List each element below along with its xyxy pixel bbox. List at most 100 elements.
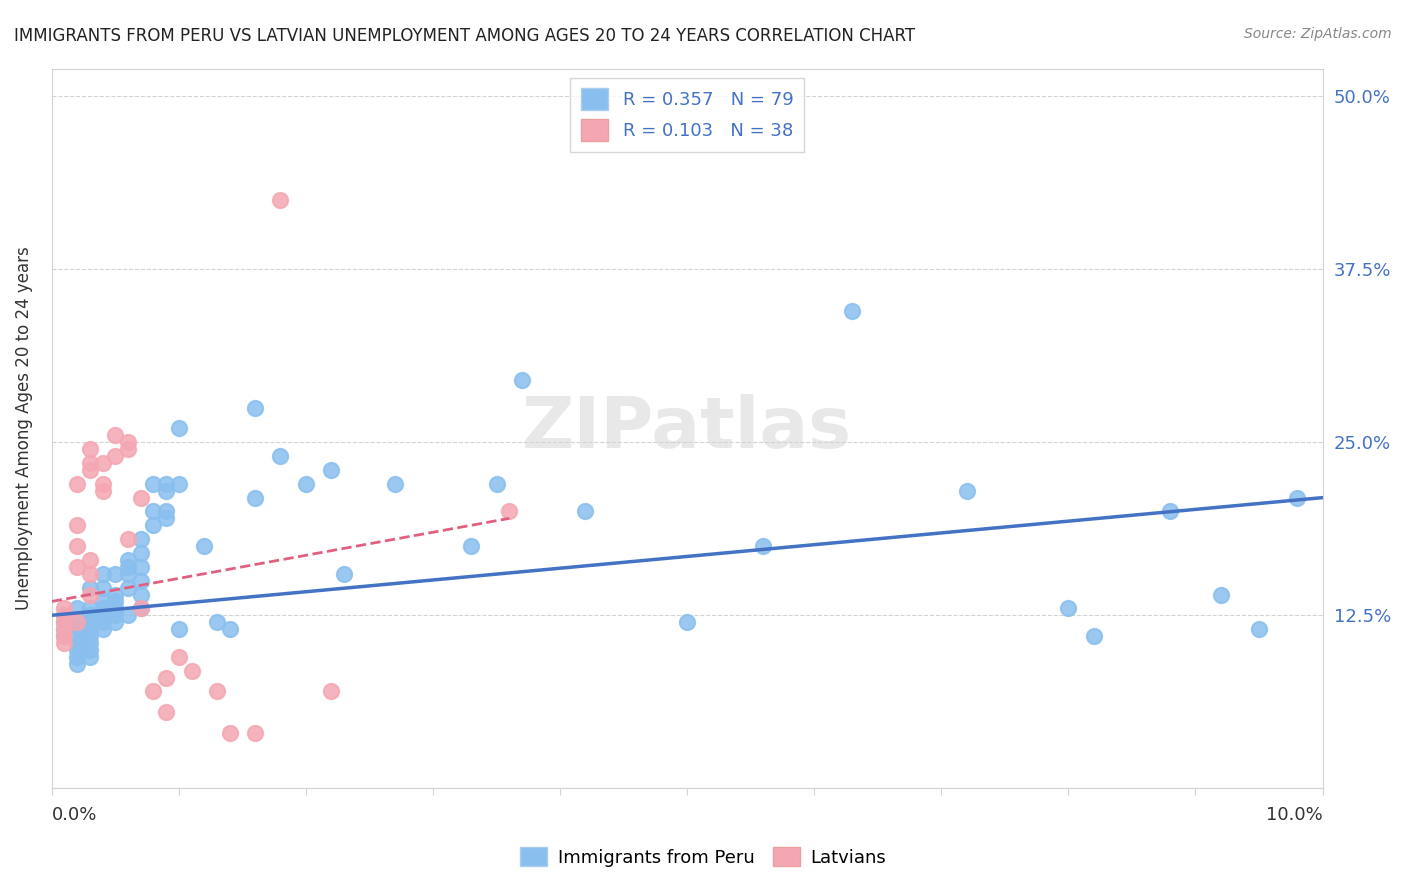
Point xyxy=(243,401,266,415)
Point xyxy=(676,615,699,630)
Point xyxy=(1159,504,1181,518)
Point xyxy=(79,601,101,615)
Point xyxy=(53,622,76,636)
Point xyxy=(53,636,76,650)
Point xyxy=(53,629,76,643)
Point xyxy=(243,491,266,505)
Point xyxy=(167,622,190,636)
Legend: Immigrants from Peru, Latvians: Immigrants from Peru, Latvians xyxy=(513,840,893,874)
Point xyxy=(66,559,89,574)
Point xyxy=(117,553,139,567)
Point xyxy=(510,373,533,387)
Point xyxy=(79,643,101,657)
Point xyxy=(205,684,228,698)
Point xyxy=(91,456,114,470)
Point xyxy=(129,491,152,505)
Point xyxy=(1083,629,1105,643)
Point xyxy=(53,608,76,623)
Point xyxy=(1209,588,1232,602)
Point xyxy=(321,684,343,698)
Point xyxy=(129,532,152,546)
Point xyxy=(129,601,152,615)
Point xyxy=(1247,622,1270,636)
Point xyxy=(66,636,89,650)
Point xyxy=(91,566,114,581)
Point xyxy=(66,518,89,533)
Point xyxy=(91,581,114,595)
Text: Source: ZipAtlas.com: Source: ZipAtlas.com xyxy=(1244,27,1392,41)
Point xyxy=(66,629,89,643)
Point xyxy=(180,664,202,678)
Point xyxy=(167,649,190,664)
Point xyxy=(155,705,177,719)
Point xyxy=(53,629,76,643)
Point xyxy=(104,608,127,623)
Point xyxy=(66,615,89,630)
Point xyxy=(129,588,152,602)
Point xyxy=(79,442,101,457)
Point xyxy=(79,649,101,664)
Point xyxy=(79,463,101,477)
Point xyxy=(79,553,101,567)
Point xyxy=(79,622,101,636)
Point xyxy=(117,581,139,595)
Legend: R = 0.357   N = 79, R = 0.103   N = 38: R = 0.357 N = 79, R = 0.103 N = 38 xyxy=(571,78,804,153)
Point xyxy=(167,476,190,491)
Point xyxy=(66,615,89,630)
Point xyxy=(155,511,177,525)
Point xyxy=(91,608,114,623)
Point xyxy=(53,601,76,615)
Point xyxy=(91,483,114,498)
Point xyxy=(841,303,863,318)
Point xyxy=(243,726,266,740)
Point xyxy=(129,574,152,588)
Point xyxy=(66,539,89,553)
Point xyxy=(117,435,139,450)
Point xyxy=(104,449,127,463)
Point xyxy=(333,566,356,581)
Point xyxy=(1057,601,1080,615)
Point xyxy=(269,449,291,463)
Point xyxy=(956,483,979,498)
Point xyxy=(117,559,139,574)
Point xyxy=(155,483,177,498)
Point xyxy=(53,615,76,630)
Point xyxy=(117,608,139,623)
Point xyxy=(295,476,318,491)
Point xyxy=(218,622,240,636)
Point xyxy=(269,193,291,207)
Point xyxy=(142,476,165,491)
Point xyxy=(79,456,101,470)
Point xyxy=(129,559,152,574)
Point xyxy=(498,504,520,518)
Point xyxy=(574,504,596,518)
Point xyxy=(66,476,89,491)
Point xyxy=(91,476,114,491)
Point xyxy=(91,601,114,615)
Point xyxy=(142,684,165,698)
Point xyxy=(79,636,101,650)
Point xyxy=(167,421,190,435)
Point xyxy=(79,566,101,581)
Point xyxy=(79,588,101,602)
Text: 0.0%: 0.0% xyxy=(52,806,97,824)
Point xyxy=(66,657,89,671)
Point xyxy=(91,594,114,608)
Point xyxy=(91,615,114,630)
Point xyxy=(155,476,177,491)
Point xyxy=(155,671,177,685)
Point xyxy=(460,539,482,553)
Point xyxy=(104,601,127,615)
Point xyxy=(193,539,215,553)
Point xyxy=(91,622,114,636)
Point xyxy=(53,622,76,636)
Point xyxy=(117,442,139,457)
Point xyxy=(1286,491,1309,505)
Point xyxy=(104,588,127,602)
Point xyxy=(142,518,165,533)
Point xyxy=(53,615,76,630)
Point xyxy=(79,615,101,630)
Point xyxy=(66,622,89,636)
Point xyxy=(66,649,89,664)
Point xyxy=(79,608,101,623)
